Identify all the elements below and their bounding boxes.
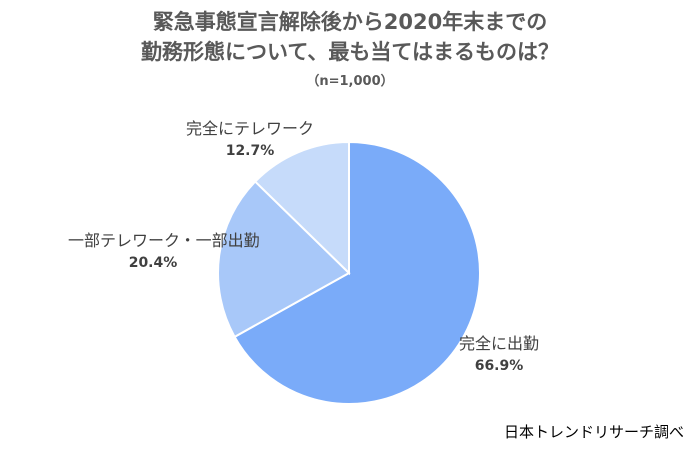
- label-partial-telework: 一部テレワーク・一部出勤 20.4%: [68, 230, 260, 274]
- chart-title-line-1: 緊急事態宣言解除後から2020年末までの: [152, 10, 548, 34]
- slice-partial-telework: [217, 180, 351, 339]
- label-full-office-value: 66.9%: [474, 358, 524, 374]
- label-full-office-name: 完全に出勤: [458, 334, 539, 353]
- label-partial-telework-value: 20.4%: [128, 255, 178, 271]
- source-note: 日本トレンドリサーチ調べ: [503, 423, 684, 441]
- label-full-office: 完全に出勤 66.9%: [444, 333, 554, 377]
- label-full-telework-value: 12.7%: [225, 143, 275, 159]
- slice-full-telework: [253, 140, 350, 276]
- label-full-telework: 完全にテレワーク 12.7%: [180, 118, 320, 162]
- label-partial-telework-name: 一部テレワーク・一部出勤: [68, 231, 260, 250]
- slice-full-office: [233, 140, 481, 405]
- chart-subtitle: （n=1,000）: [306, 74, 394, 89]
- label-full-telework-name: 完全にテレワーク: [185, 119, 314, 138]
- chart-title-line-2: 勤務形態について、最も当てはまるものは？: [141, 40, 559, 64]
